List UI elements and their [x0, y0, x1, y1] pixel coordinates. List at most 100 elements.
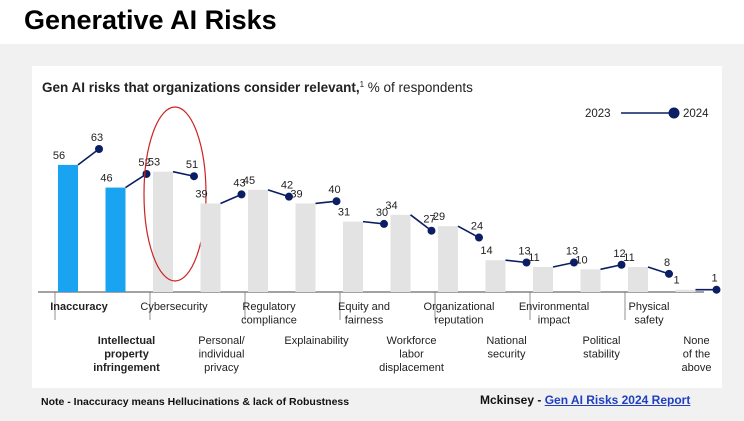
dot-2024	[380, 219, 388, 228]
category-label: privacy	[204, 362, 239, 374]
value-label-2023: 11	[623, 252, 634, 264]
value-label-2023: 34	[385, 200, 397, 212]
bar-2023	[295, 203, 316, 292]
category-label: National	[486, 335, 526, 347]
category-label: fairness	[345, 315, 384, 327]
category-label: Regulatory	[242, 301, 296, 313]
value-label-2024: 24	[471, 221, 483, 233]
value-label-2024: 8	[664, 257, 670, 269]
dot-2024	[285, 192, 293, 201]
change-line	[410, 214, 432, 232]
value-label-2023: 56	[53, 150, 65, 162]
value-label-2024: 27	[423, 214, 435, 226]
value-label-2024: 52	[138, 157, 150, 169]
value-label-2023: 11	[528, 252, 539, 264]
category-label: displacement	[379, 362, 444, 374]
dot-2024	[95, 144, 103, 153]
category-label: Intellectual	[98, 335, 155, 347]
value-label-2023: 14	[480, 245, 492, 257]
page-title: Generative AI Risks	[24, 5, 277, 35]
risk-chart: Gen AI risks that organizations consider…	[38, 80, 721, 374]
value-label-2024: 13	[518, 245, 530, 257]
value-label-2023: 46	[100, 173, 112, 185]
bar-2023	[200, 203, 221, 292]
value-label-2024: 42	[281, 180, 293, 192]
dot-2024	[427, 226, 436, 235]
category-label: labor	[399, 349, 424, 361]
highlight-circle	[143, 106, 207, 282]
dot-2024	[142, 169, 151, 178]
footnote-note: Note - Inaccuracy means Hellucinations &…	[41, 396, 350, 408]
dot-2024	[237, 190, 246, 199]
dot-2024	[712, 285, 721, 294]
dot-2024	[332, 197, 341, 206]
bar-2023	[105, 187, 126, 292]
bar-2023	[580, 269, 601, 292]
chart-card: Gen AI risks that organizations consider…	[32, 66, 722, 388]
dot-2024	[190, 172, 198, 181]
bar-2023	[533, 267, 553, 292]
category-label: Personal/	[198, 335, 245, 347]
value-label-2024: 43	[233, 177, 245, 189]
bar-2023	[438, 226, 458, 292]
bar-2023	[628, 267, 648, 292]
value-label-2023: 10	[575, 254, 587, 266]
category-label: reputation	[435, 315, 484, 327]
dot-2024	[475, 233, 483, 242]
category-label: None	[683, 335, 709, 347]
dot-2024	[617, 260, 626, 269]
category-label: individual	[199, 349, 245, 361]
change-line	[125, 173, 147, 189]
category-label: Environmental	[519, 301, 589, 313]
category-label: stability	[583, 349, 620, 361]
category-label: Explainability	[284, 335, 349, 347]
source-link[interactable]: Gen AI Risks 2024 Report	[544, 393, 691, 407]
bar-2023	[153, 171, 173, 292]
value-label-2024: 13	[566, 245, 578, 257]
legend-2024-label: 2024	[683, 108, 709, 120]
value-label-2023: 1	[673, 275, 679, 287]
dot-2024	[570, 258, 578, 267]
value-label-2024: 30	[376, 207, 388, 219]
bar-2023	[248, 189, 268, 292]
value-label-2023: 45	[243, 175, 255, 187]
value-label-2023: 31	[338, 207, 350, 219]
category-label: Organizational	[424, 301, 495, 313]
dot-2024	[522, 258, 531, 267]
category-label: impact	[538, 315, 570, 327]
value-label-2023: 39	[290, 188, 302, 200]
legend-2023-label: 2023	[585, 108, 611, 120]
category-label: property	[104, 349, 150, 361]
category-label: Inaccuracy	[50, 301, 108, 313]
legend-dot	[668, 107, 680, 119]
category-label: Physical	[629, 301, 670, 313]
bar-2023	[485, 260, 506, 292]
bar-2023	[343, 221, 363, 292]
value-label-2023: 29	[433, 211, 445, 223]
bar-2023	[675, 289, 696, 292]
category-label: Cybersecurity	[140, 301, 208, 313]
source-prefix: Mckinsey -	[480, 393, 545, 407]
source-credit: Mckinsey - Gen AI Risks 2024 Report	[480, 393, 690, 407]
value-label-2023: 53	[148, 157, 160, 169]
category-label: Political	[583, 335, 621, 347]
category-label: Equity and	[338, 301, 390, 313]
value-label-2023: 39	[195, 188, 207, 200]
change-line	[77, 148, 100, 166]
value-label-2024: 40	[328, 184, 340, 196]
category-label: Workforce	[387, 335, 437, 347]
category-label: above	[682, 362, 712, 374]
value-label-2024: 63	[91, 132, 103, 144]
bar-2023	[390, 214, 411, 292]
chart-title: Gen AI risks that organizations consider…	[42, 80, 473, 95]
category-label: safety	[634, 315, 664, 327]
category-label: infringement	[93, 362, 160, 374]
category-label: security	[488, 349, 526, 361]
category-label: of the	[683, 349, 711, 361]
category-label: compliance	[241, 315, 297, 327]
value-label-2024: 1	[711, 273, 717, 285]
dot-2024	[665, 269, 673, 278]
value-label-2024: 12	[613, 248, 625, 260]
value-label-2024: 51	[186, 159, 198, 171]
bar-2023	[58, 164, 78, 292]
